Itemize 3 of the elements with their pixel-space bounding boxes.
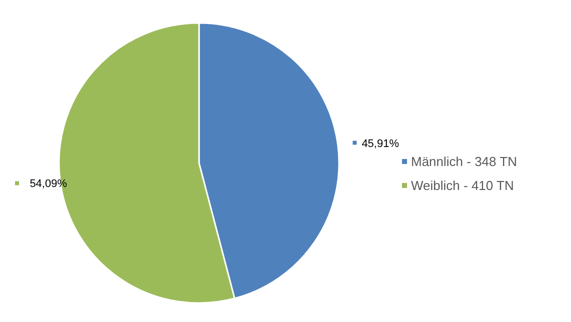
legend-label: Weiblich - 410 TN (411, 178, 514, 193)
legend-label: Männlich - 348 TN (411, 154, 517, 169)
data-label: 45,91% (362, 138, 400, 150)
